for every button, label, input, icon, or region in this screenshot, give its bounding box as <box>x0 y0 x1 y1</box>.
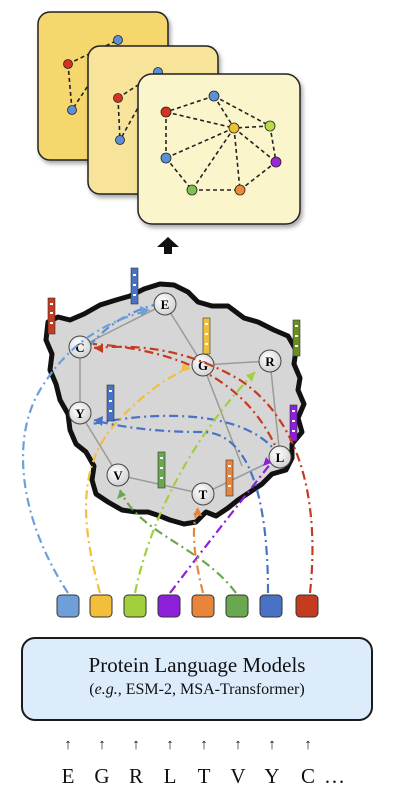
embedding-square-G <box>89 594 113 618</box>
small-up-arrow-icon: ↑ <box>200 737 208 753</box>
graph-card-back-content <box>67 39 119 111</box>
node-dot-lime <box>264 120 276 132</box>
node-dot-purple <box>270 156 282 168</box>
small-up-arrow-icon: ↑ <box>268 737 276 753</box>
model-box-subtitle-prefix: e.g., <box>94 681 122 698</box>
sequence-letter: L <box>163 764 177 788</box>
mapping-arrow-L <box>169 462 272 594</box>
embedding-bars <box>47 267 301 497</box>
embedding-square-T <box>191 594 215 618</box>
model-box-subtitle: (e.g., ESM-2, MSA-Transformer) <box>89 681 305 698</box>
embedding-bar-T <box>225 459 234 497</box>
residue-node-label: T <box>199 487 208 502</box>
small-up-arrow-icon: ↑ <box>304 737 312 753</box>
graph-card-front-nodes <box>160 90 282 196</box>
model-box-title: Protein Language Models <box>88 653 306 677</box>
residue-node-label: E <box>161 297 170 312</box>
small-up-arrow-icon: ↑ <box>234 737 242 753</box>
node-dot-blue <box>208 90 220 102</box>
embedding-squares <box>56 594 319 618</box>
embedding-bar-V <box>157 451 166 489</box>
node-dot-red <box>160 106 172 118</box>
sequence-letter: R <box>128 764 144 788</box>
sequence-letter: Y <box>264 764 280 788</box>
graph-card-front-edges <box>165 95 277 191</box>
embedding-square-C <box>295 594 319 618</box>
graph-cards-stack <box>37 11 301 225</box>
residue-node-E: E <box>153 292 177 316</box>
residue-node-Y: Y <box>68 401 92 425</box>
embedding-square-Y <box>259 594 283 618</box>
sequence-letter: E <box>61 764 75 788</box>
residue-node-T: T <box>191 482 215 506</box>
embedding-square-R <box>123 594 147 618</box>
residue-node-L: L <box>268 445 292 469</box>
residue-node-label: R <box>265 354 275 369</box>
small-up-arrow-icon: ↑ <box>166 737 174 753</box>
residue-node-label: G <box>198 358 208 373</box>
thick-up-arrow-icon <box>157 237 179 254</box>
residue-node-C: C <box>68 335 92 359</box>
mapping-arrowheads <box>94 306 271 516</box>
embedding-bar-G <box>202 317 211 355</box>
node-dot-yellow <box>228 122 240 134</box>
node-dot-blue <box>160 152 172 164</box>
node-dot-orange <box>234 184 246 196</box>
small-up-arrow-icon: ↑ <box>98 737 106 753</box>
residue-node-G: G <box>191 353 215 377</box>
sequence-letter: G <box>94 764 110 788</box>
mapping-arrow-Y <box>93 418 270 594</box>
embedding-square-L <box>157 594 181 618</box>
residue-node-label: L <box>276 450 285 465</box>
input-sequence: ↑ ↑ ↑ ↑ ↑ ↑ ↑ ↑ E G R L T V Y C … <box>0 737 400 797</box>
protein-language-model-box: Protein Language Models (e.g., ESM-2, MS… <box>21 637 373 721</box>
embedding-square-E <box>56 594 80 618</box>
residue-node-V: V <box>106 463 130 487</box>
node-dot-green <box>186 184 198 196</box>
sequence-ellipsis: … <box>324 764 345 788</box>
model-box-subtitle-rest: ESM-2, MSA-Transformer) <box>121 681 305 698</box>
small-up-arrow-icon: ↑ <box>64 737 72 753</box>
graph-card-front <box>137 73 301 225</box>
residue-node-R: R <box>258 349 282 373</box>
embedding-bar-C <box>47 297 56 335</box>
small-up-arrow-icon: ↑ <box>132 737 140 753</box>
residue-nodes: E C G R Y L V T <box>68 292 292 506</box>
mapping-arrow-V <box>118 489 237 594</box>
mapping-arrow-E <box>21 308 151 594</box>
mapping-arrow-R <box>133 371 256 594</box>
embedding-bar-R <box>292 319 301 357</box>
embedding-square-V <box>225 594 249 618</box>
sequence-letter: T <box>197 764 211 788</box>
sequence-letter: V <box>230 764 246 788</box>
embedding-bar-Y <box>106 384 115 422</box>
embedding-bar-E <box>130 267 139 305</box>
mapping-arrow-C <box>93 345 314 594</box>
embedding-bar-L <box>289 404 298 442</box>
sequence-letter: C <box>300 764 316 788</box>
residue-node-label: V <box>113 468 123 483</box>
residue-node-label: Y <box>75 406 85 421</box>
residue-node-label: C <box>75 340 84 355</box>
